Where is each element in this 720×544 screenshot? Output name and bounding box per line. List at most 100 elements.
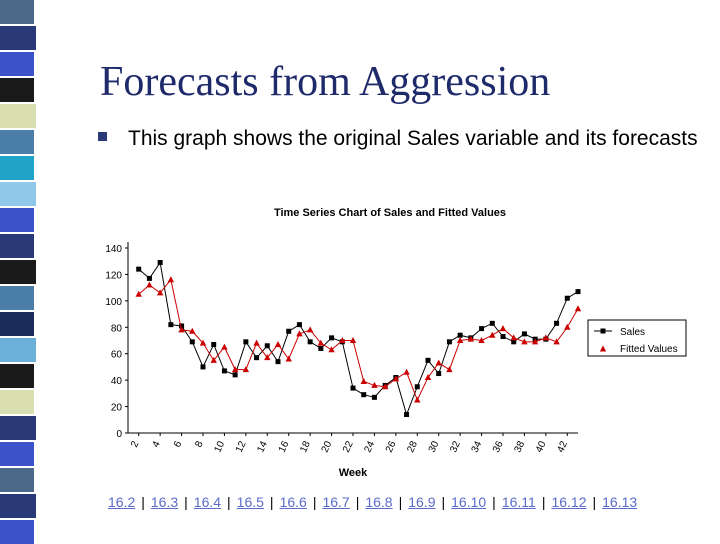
stripe-block bbox=[0, 0, 34, 24]
stripe-block bbox=[0, 390, 34, 414]
x-tick-label: 38 bbox=[512, 439, 527, 454]
nav-link-16-8[interactable]: 16.8 bbox=[365, 494, 393, 510]
nav-link-16-5[interactable]: 16.5 bbox=[236, 494, 264, 510]
nav-separator: | bbox=[592, 494, 597, 510]
fitted-point bbox=[274, 340, 282, 347]
fitted-point bbox=[446, 366, 453, 373]
x-tick-label: 12 bbox=[234, 439, 249, 454]
stripe-block bbox=[0, 52, 34, 76]
stripe-block bbox=[0, 78, 34, 102]
stripe-block bbox=[0, 182, 36, 206]
fitted-point bbox=[371, 381, 378, 388]
x-tick-label: 6 bbox=[172, 439, 185, 449]
fitted-point bbox=[231, 366, 239, 373]
stripe-block bbox=[0, 442, 34, 466]
x-tick-label: 2 bbox=[129, 439, 142, 449]
y-tick-label: 0 bbox=[116, 429, 122, 440]
fitted-point bbox=[521, 338, 528, 345]
sales-point bbox=[189, 339, 195, 345]
sales-point bbox=[211, 341, 217, 347]
fitted-point bbox=[135, 290, 142, 297]
sales-point bbox=[275, 359, 281, 365]
fitted-point bbox=[264, 354, 271, 361]
x-tick-label: 14 bbox=[255, 439, 270, 454]
sales-point bbox=[286, 328, 292, 334]
sales-point bbox=[521, 331, 527, 337]
x-tick-label: 20 bbox=[320, 439, 335, 454]
nav-link-16-7[interactable]: 16.7 bbox=[322, 494, 350, 510]
fitted-point bbox=[328, 346, 335, 353]
fitted-point bbox=[489, 331, 496, 338]
sales-point bbox=[146, 275, 152, 281]
y-tick-label: 100 bbox=[105, 297, 122, 308]
nav-link-16-11[interactable]: 16.11 bbox=[501, 494, 536, 510]
sales-point bbox=[564, 295, 570, 301]
nav-separator: | bbox=[441, 494, 446, 510]
stripe-block bbox=[0, 494, 36, 518]
sales-point bbox=[157, 260, 163, 266]
x-tick-label: 10 bbox=[212, 439, 227, 454]
legend-sales-label: Sales bbox=[620, 327, 645, 338]
sales-point bbox=[136, 266, 142, 272]
fitted-point bbox=[317, 339, 325, 346]
nav-separator: | bbox=[492, 494, 496, 510]
fitted-point bbox=[392, 375, 400, 382]
decorative-stripe bbox=[0, 0, 62, 544]
stripe-block bbox=[0, 338, 36, 362]
stripe-block bbox=[0, 416, 36, 440]
sales-point bbox=[243, 339, 249, 345]
fitted-point bbox=[435, 359, 442, 366]
sales-point bbox=[575, 289, 581, 295]
nav-link-16-2[interactable]: 16.2 bbox=[108, 494, 136, 510]
sales-point bbox=[446, 339, 452, 345]
nav-link-16-10[interactable]: 16.10 bbox=[451, 494, 487, 510]
sales-point bbox=[296, 322, 302, 328]
nav-separator: | bbox=[312, 494, 317, 510]
stripe-block bbox=[0, 130, 34, 154]
sales-point bbox=[436, 371, 442, 377]
sales-point bbox=[371, 394, 377, 400]
x-tick-label: 8 bbox=[193, 439, 206, 449]
sales-point bbox=[254, 355, 260, 361]
sales-point bbox=[264, 343, 270, 349]
nav-link-16-13[interactable]: 16.13 bbox=[602, 494, 638, 510]
fitted-point bbox=[553, 338, 560, 345]
fitted-point bbox=[189, 327, 196, 334]
fitted-point bbox=[467, 335, 475, 342]
fitted-point bbox=[424, 374, 432, 380]
x-tick-label: 16 bbox=[277, 439, 292, 454]
fitted-point bbox=[414, 396, 421, 403]
fitted-point bbox=[531, 338, 539, 345]
stripe-block bbox=[0, 156, 34, 180]
y-tick-label: 120 bbox=[105, 270, 122, 281]
x-tick-label: 36 bbox=[491, 439, 506, 454]
sales-point bbox=[168, 322, 174, 328]
nav-link-16-9[interactable]: 16.9 bbox=[408, 494, 436, 510]
nav-link-16-12[interactable]: 16.12 bbox=[551, 494, 587, 510]
fitted-point bbox=[499, 325, 507, 332]
sales-point bbox=[361, 392, 367, 398]
nav-link-16-3[interactable]: 16.3 bbox=[150, 494, 179, 510]
sales-point bbox=[232, 372, 238, 378]
slide-title: Forecasts from Aggression bbox=[100, 59, 551, 105]
stripe-block bbox=[0, 364, 34, 388]
stripe-block bbox=[0, 260, 36, 284]
sales-point bbox=[329, 335, 335, 341]
stripe-block bbox=[0, 520, 34, 544]
fitted-point bbox=[146, 281, 153, 288]
sales-point bbox=[457, 332, 463, 338]
x-tick-label: 24 bbox=[362, 439, 377, 454]
x-tick-label: 42 bbox=[555, 439, 570, 454]
nav-separator: | bbox=[269, 494, 274, 510]
y-tick-label: 140 bbox=[105, 244, 122, 255]
fitted-point bbox=[221, 343, 228, 350]
fitted-point bbox=[564, 323, 571, 330]
x-tick-label: 28 bbox=[405, 439, 420, 454]
nav-link-16-6[interactable]: 16.6 bbox=[279, 494, 307, 510]
nav-link-16-4[interactable]: 16.4 bbox=[193, 494, 222, 510]
legend-fitted-label: Fitted Values bbox=[620, 344, 678, 355]
x-tick-label: 26 bbox=[384, 439, 399, 454]
x-tick-label: 22 bbox=[341, 439, 356, 454]
chart-title: Time Series Chart of Sales and Fitted Va… bbox=[274, 207, 506, 219]
sales-point bbox=[489, 320, 495, 326]
